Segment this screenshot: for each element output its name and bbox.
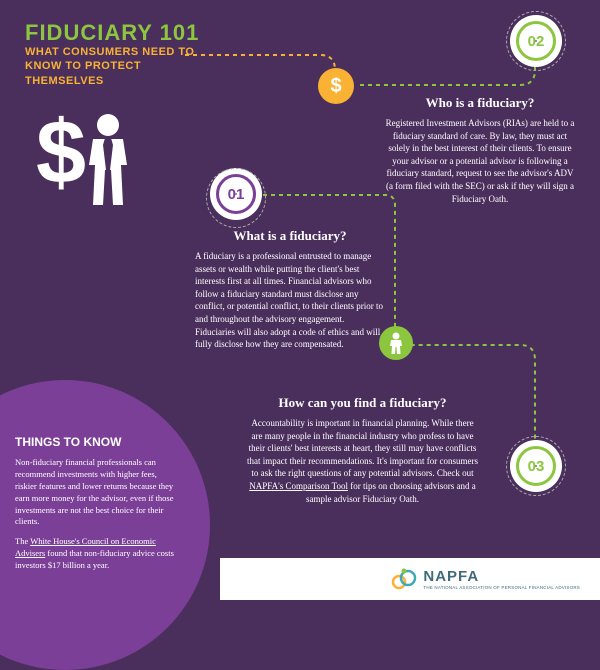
things-p2: The White House's Council on Economic Ad…: [15, 536, 180, 572]
section-what-heading: What is a fiduciary?: [195, 228, 385, 244]
things-title: THINGS TO KNOW: [15, 435, 180, 449]
section-who: Who is a fiduciary? Registered Investmen…: [385, 95, 575, 205]
section-who-body: Registered Investment Advisors (RIAs) ar…: [385, 117, 575, 205]
section-find-body: Accountability is important in financial…: [245, 417, 480, 505]
footer: NAPFA THE NATIONAL ASSOCIATION OF PERSON…: [220, 558, 600, 600]
footer-brand: NAPFA: [423, 568, 580, 585]
page-title: FIDUCIARY 101: [25, 20, 199, 46]
section-find-heading: How can you find a fiduciary?: [245, 395, 480, 411]
section-what: What is a fiduciary? A fiduciary is a pr…: [195, 228, 385, 351]
step-01-badge: 01: [210, 168, 262, 220]
section-who-heading: Who is a fiduciary?: [385, 95, 575, 111]
section-what-body: A fiduciary is a professional entrusted …: [195, 250, 385, 351]
person-icon: [379, 326, 413, 360]
comparison-tool-link[interactable]: NAPFA's Comparison Tool: [249, 481, 348, 491]
page-subtitle: WHAT CONSUMERS NEED TO KNOW TO PROTECT T…: [25, 45, 195, 88]
step-02-badge: 02: [510, 15, 562, 67]
section-find: How can you find a fiduciary? Accountabi…: [245, 395, 480, 505]
step-03-badge: 03: [510, 440, 562, 492]
footer-tagline: THE NATIONAL ASSOCIATION OF PERSONAL FIN…: [423, 585, 580, 590]
things-p1: Non-fiduciary financial professionals ca…: [15, 457, 180, 528]
svg-text:$: $: [36, 105, 86, 203]
hero-graphic: $: [35, 105, 145, 215]
napfa-logo-icon: [391, 566, 417, 592]
dollar-icon: $: [318, 68, 354, 104]
things-to-know-panel: THINGS TO KNOW Non-fiduciary financial p…: [0, 380, 210, 670]
